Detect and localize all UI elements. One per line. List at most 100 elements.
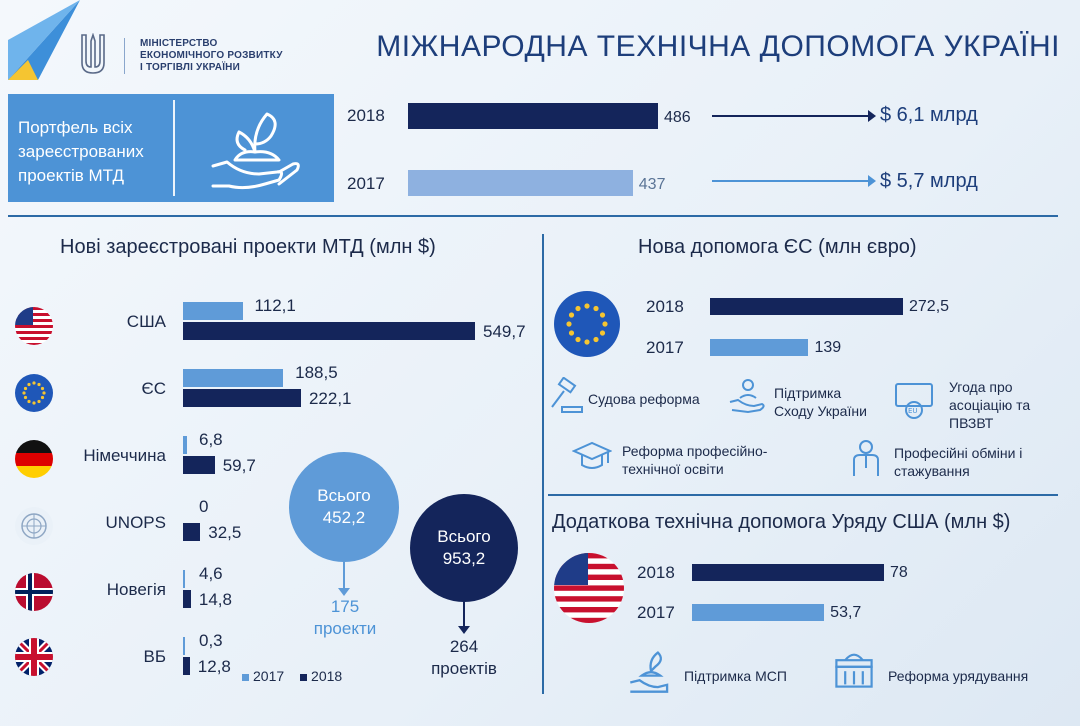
eu-area-line: стажування <box>894 463 970 479</box>
data-label: 549,7 <box>483 322 526 341</box>
portfolio-amount: $ 6,1 млрд <box>880 104 978 126</box>
data-label: 139 <box>814 339 842 356</box>
portfolio-label-line: Портфель всіх <box>18 118 133 137</box>
gavel-icon <box>551 377 583 413</box>
total-label: Всього <box>437 527 491 546</box>
eu-area-line: ПВЗВТ <box>949 415 994 431</box>
arrow-down-icon <box>338 562 350 596</box>
portfolio-value: 437 <box>638 176 666 193</box>
ministry-line: ЕКОНОМІЧНОГО РОЗВИТКУ <box>140 50 283 61</box>
year-label: 2018 <box>646 297 684 316</box>
portfolio-year: 2017 <box>347 174 385 193</box>
eu-area-line: Сходу України <box>774 403 867 419</box>
government-building-icon <box>835 653 873 688</box>
projects-count: 175 <box>330 597 360 616</box>
country-label: Новегія <box>106 580 166 599</box>
bar-2018 <box>710 298 903 315</box>
ministry-name: МІНІСТЕРСТВО ЕКОНОМІЧНОГО РОЗВИТКУ І ТОР… <box>140 38 283 74</box>
bar-2018 <box>183 322 475 340</box>
total-value: 452,2 <box>322 508 366 527</box>
svg-text:EU: EU <box>908 407 918 415</box>
ministry-line: І ТОРГІВЛІ УКРАЇНИ <box>140 62 240 73</box>
eu-area-label: Підтримка Сходу України <box>774 384 867 420</box>
legend-swatch-2018 <box>300 674 308 681</box>
eu-area-line: асоціацію та <box>949 397 1031 413</box>
bar-2018 <box>183 523 201 541</box>
bar-2017 <box>692 604 825 621</box>
eu-area-line: Підтримка <box>774 385 842 401</box>
chart-title: Нові зареєстровані проекти МТД (млн $) <box>60 236 436 258</box>
projects-count: 264 <box>449 637 479 656</box>
bar-2017 <box>183 637 185 655</box>
us-area-label: Реформа урядування <box>888 668 1029 684</box>
total-label: Всього <box>317 486 371 505</box>
legend-swatch-2017 <box>242 674 249 681</box>
data-label: 0,3 <box>199 631 223 650</box>
data-label: 6,8 <box>199 430 223 449</box>
portfolio-bar-2018 <box>408 103 658 129</box>
bar-2018 <box>183 657 190 675</box>
portfolio-amount: $ 5,7 млрд <box>880 170 978 192</box>
data-label: 112,1 <box>254 296 296 315</box>
data-label: 222,1 <box>308 389 352 408</box>
norway-flag-icon <box>15 573 53 611</box>
year-label: 2017 <box>637 603 675 622</box>
year-label: 2017 <box>646 338 684 357</box>
bar-2018 <box>183 389 301 407</box>
arrow-right-icon <box>712 175 876 187</box>
data-label: 272,5 <box>909 298 950 315</box>
portfolio-label-line: зареєстрованих <box>18 142 144 161</box>
bar-2017 <box>183 436 187 454</box>
data-label: 12,8 <box>197 657 231 676</box>
portfolio-label-line: проектів МТД <box>18 166 125 185</box>
projects-unit: проекти <box>313 619 377 638</box>
bar-2017 <box>710 339 809 356</box>
legend: 2017 2018 <box>242 668 342 684</box>
eu-area-label: Професійні обміни і стажування <box>894 444 1022 480</box>
eu-flag-icon <box>15 374 53 412</box>
ministry-line: МІНІСТЕРСТВО <box>140 38 218 49</box>
country-label: Німеччина <box>83 446 166 465</box>
eu-flag-icon <box>554 291 620 357</box>
un-emblem-icon <box>15 507 53 545</box>
us-area-label: Підтримка МСП <box>684 668 787 684</box>
data-label: 0 <box>199 497 209 516</box>
bar-2017 <box>183 302 243 320</box>
data-label: 59,7 <box>222 456 256 475</box>
trident-icon <box>81 33 105 74</box>
projects-2017: 175 проекти <box>300 596 390 640</box>
germany-flag-icon <box>15 440 53 478</box>
portfolio-value: 486 <box>664 109 691 126</box>
data-label: 78 <box>890 564 908 581</box>
logo-icon <box>8 0 80 80</box>
chart-title: Нова допомога ЄС (млн євро) <box>638 236 917 258</box>
eu-area-line: технічної освіти <box>622 461 724 477</box>
bar-2018 <box>692 564 884 581</box>
portfolio-bar-2017 <box>408 170 633 196</box>
total-2017-circle: Всього 452,2 <box>289 452 399 562</box>
usa-flag-icon <box>554 553 624 623</box>
hands-support-icon <box>729 379 765 414</box>
country-label: ВБ <box>143 647 167 666</box>
arrow-down-icon <box>458 600 470 634</box>
section-divider <box>8 215 1058 217</box>
total-value: 953,2 <box>442 549 486 568</box>
bar-2017 <box>183 570 186 588</box>
portfolio-label: Портфель всіх зареєстрованих проектів МТ… <box>18 116 144 188</box>
portfolio-year: 2018 <box>347 106 385 125</box>
eu-area-label: Реформа професійно- технічної освіти <box>622 442 767 478</box>
eu-area-line: Реформа професійно- <box>622 443 768 459</box>
page-title: МІЖНАРОДНА ТЕХНІЧНА ДОПОМОГА УКРАЇНІ <box>376 30 1060 63</box>
arrow-right-icon <box>712 110 876 122</box>
country-label: США <box>126 312 166 331</box>
total-2018-circle: Всього 953,2 <box>410 494 518 602</box>
section-divider <box>548 494 1058 496</box>
projects-2018: 264 проектів <box>418 636 510 680</box>
eu-area-label: Угода про асоціацію та ПВЗВТ <box>949 378 1030 432</box>
plant-hand-icon <box>630 651 669 693</box>
data-label: 4,6 <box>199 564 223 583</box>
usa-flag-icon <box>15 307 53 345</box>
bar-2018 <box>183 456 215 474</box>
eu-area-line: Угода про <box>949 379 1013 395</box>
projects-unit: проектів <box>431 659 497 678</box>
